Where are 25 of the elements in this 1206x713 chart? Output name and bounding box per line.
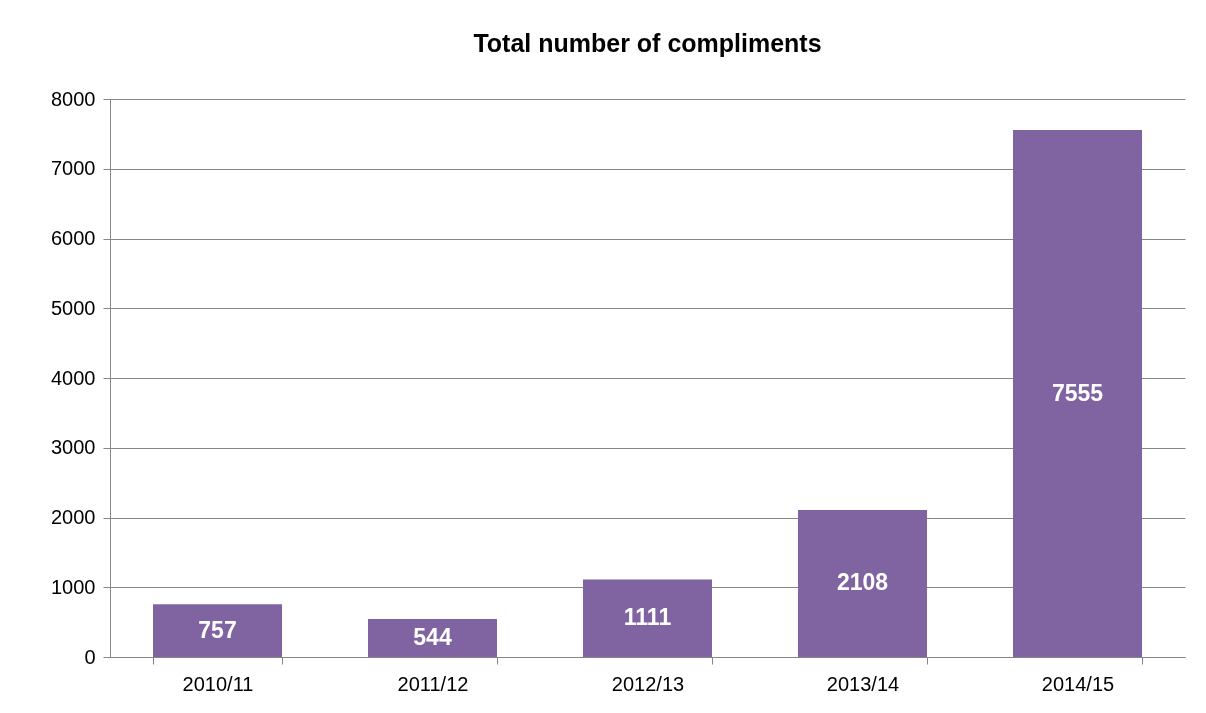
- data-label: 2108: [836, 569, 889, 596]
- y-tick-label: 4000: [51, 366, 96, 389]
- bar: [153, 604, 282, 657]
- y-tick-label: 1000: [51, 575, 96, 598]
- y-tick-label: 3000: [51, 436, 96, 459]
- bar: [1013, 130, 1142, 657]
- y-tick-label: 5000: [51, 296, 96, 319]
- data-label: 757: [198, 616, 237, 643]
- y-tick-label: 7000: [51, 157, 96, 180]
- bar: [583, 579, 712, 657]
- x-tick-label: 2013/14: [826, 672, 900, 695]
- x-tick-label: 2011/12: [397, 672, 469, 695]
- y-tick-label: 0: [84, 645, 96, 668]
- y-tick-label: 8000: [51, 87, 96, 110]
- x-tick-label: 2010/11: [182, 672, 254, 695]
- x-tick-label: 2012/13: [611, 672, 685, 695]
- x-tick-label: 2014/15: [1041, 672, 1115, 695]
- y-tick-label: 6000: [51, 227, 96, 249]
- bar: [368, 619, 497, 657]
- data-label: 7555: [1051, 379, 1104, 406]
- data-label: 1111: [623, 604, 672, 631]
- data-label: 544: [413, 624, 452, 651]
- y-tick-label: 2000: [51, 506, 96, 528]
- bar: [798, 509, 927, 657]
- chart-title: Total number of compliments: [473, 29, 822, 57]
